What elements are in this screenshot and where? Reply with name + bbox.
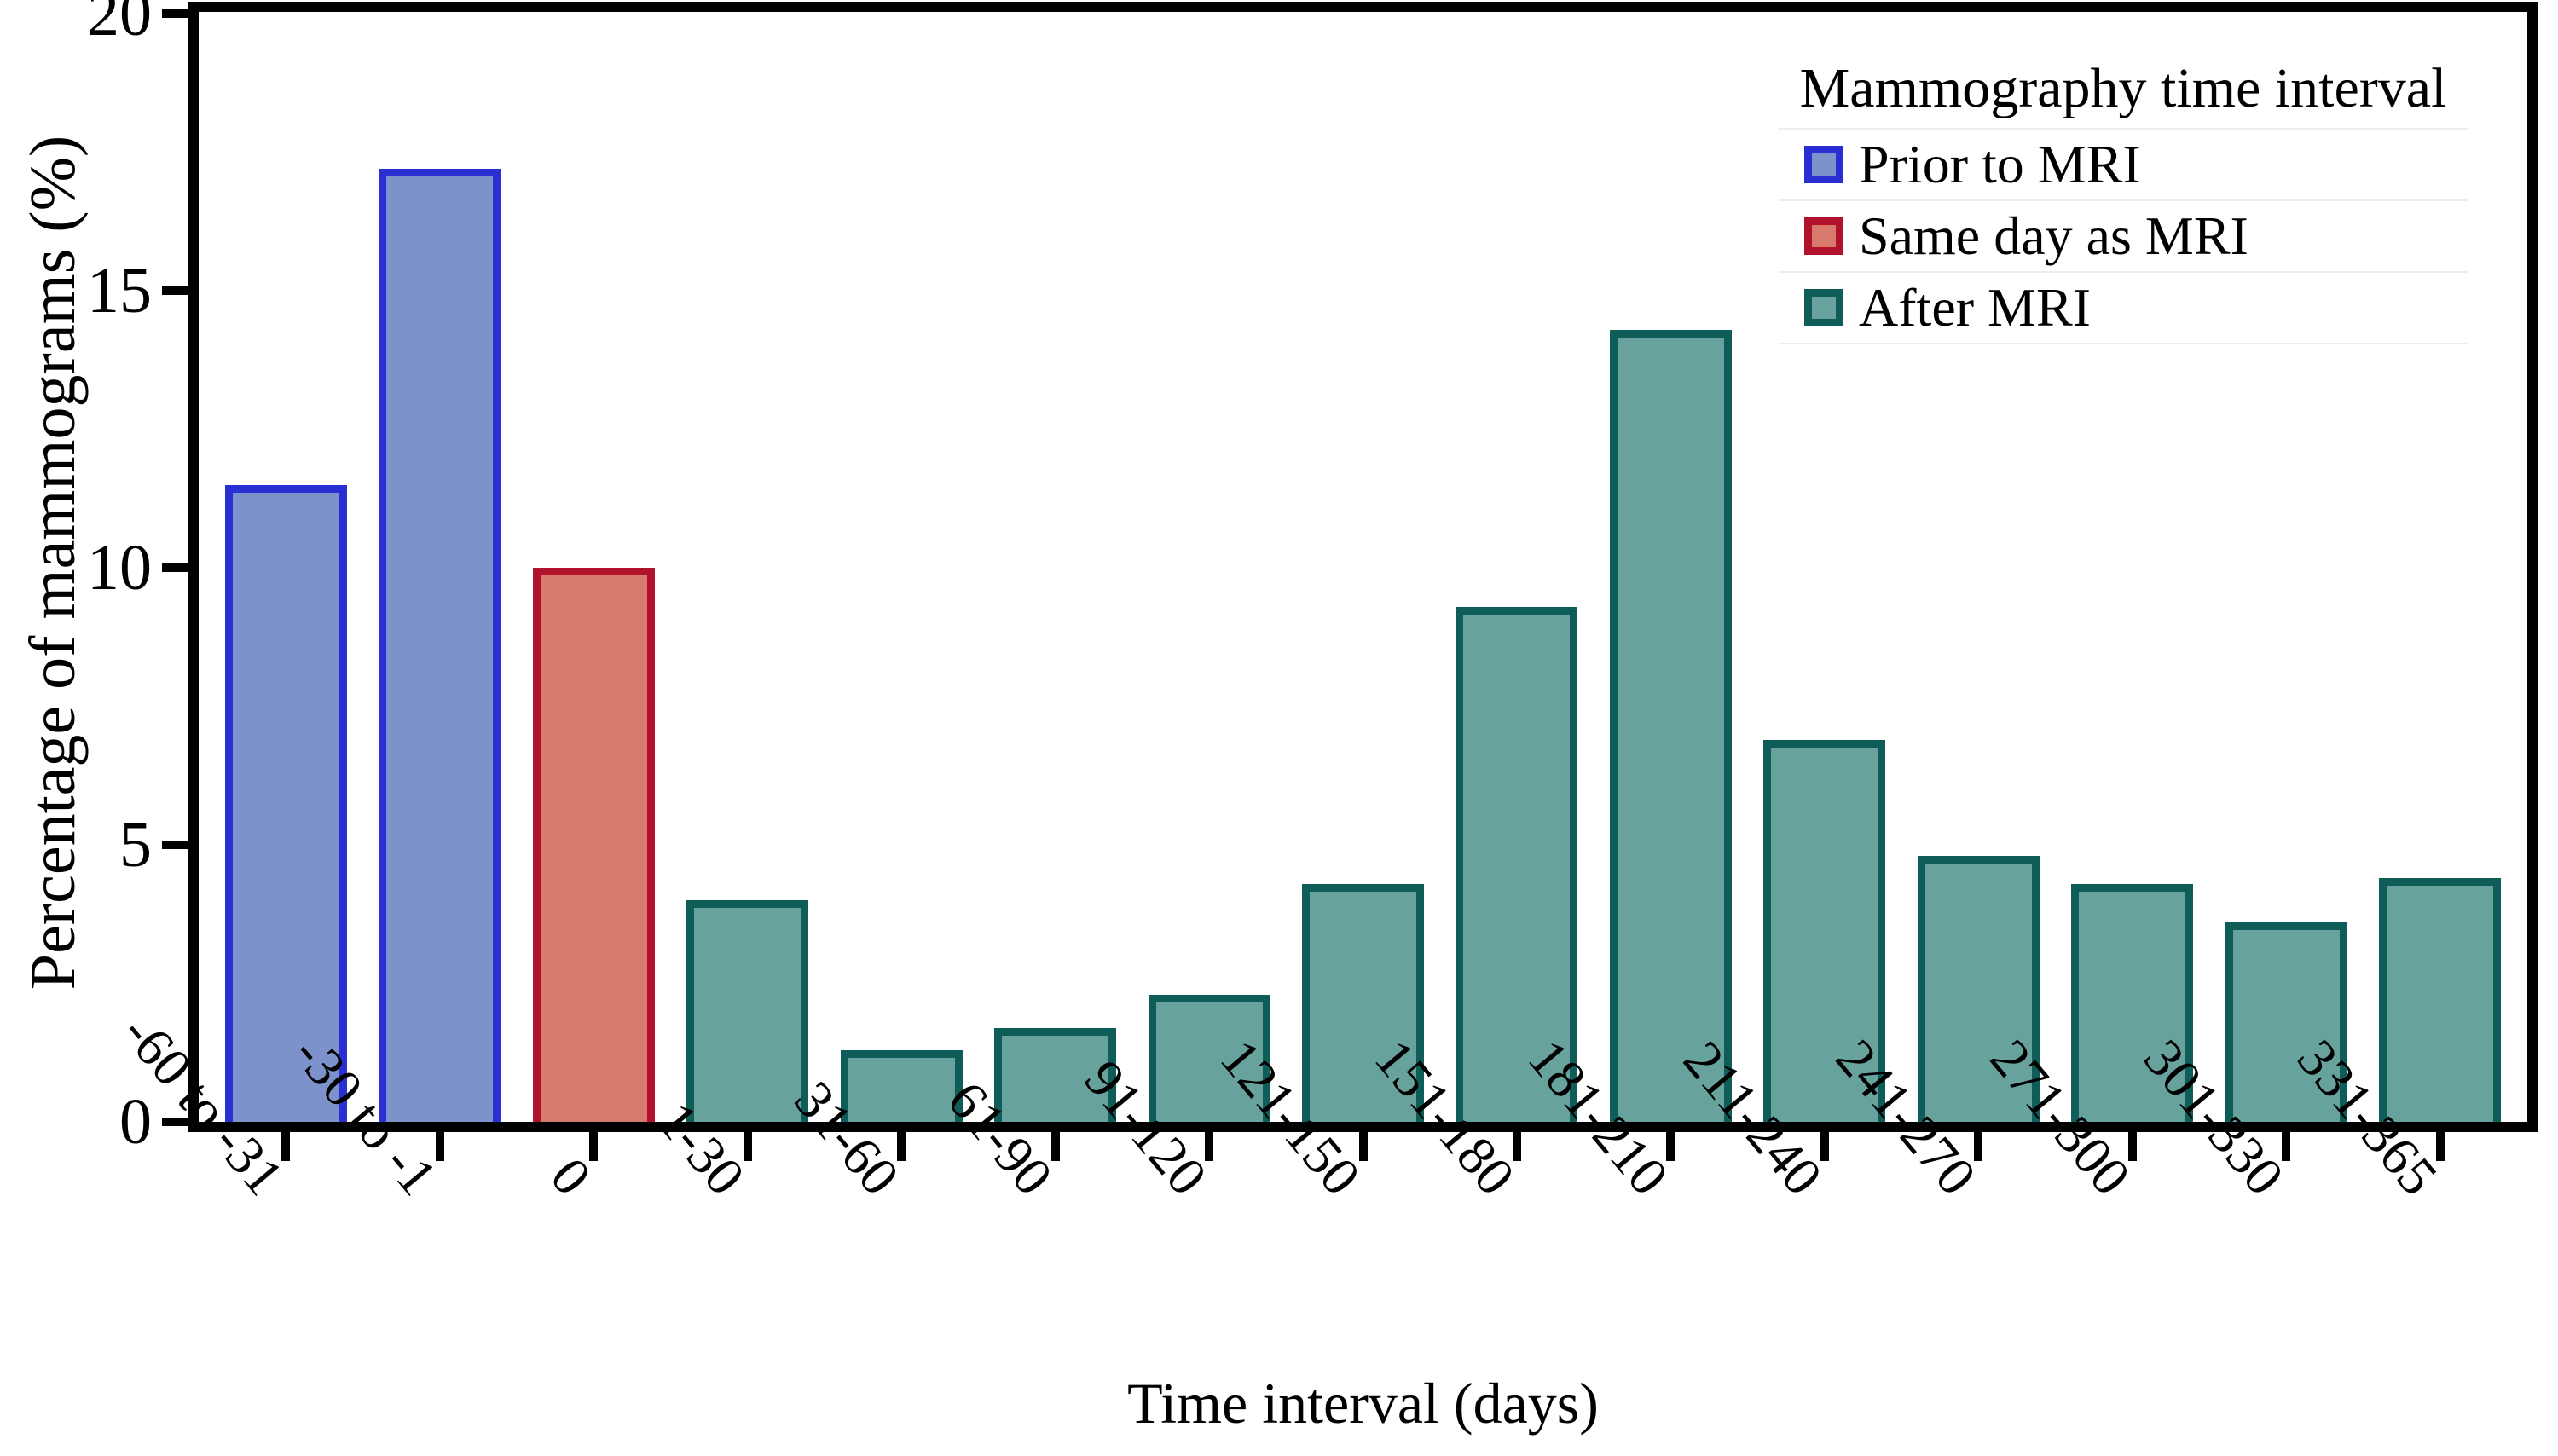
y-tick-mark-5 (162, 841, 194, 849)
legend-rows: Prior to MRI Same day as MRI After MRI (1774, 130, 2473, 344)
bar-slot (1440, 12, 1594, 1122)
bar-slot (1901, 12, 2055, 1122)
x-tick-mark-331-365 (2435, 1132, 2445, 1161)
legend-entry-after: After MRI (1774, 273, 2473, 343)
y-tick-label-10: 10 (87, 532, 152, 604)
legend: Mammography time interval Prior to MRI Sa… (1774, 49, 2473, 344)
bar-0 (532, 568, 655, 1122)
x-axis-title: Time interval (days) (1127, 1371, 1599, 1436)
bar-slot (978, 12, 1131, 1122)
bar-271-300 (2071, 883, 2194, 1122)
bar-slot (1748, 12, 1901, 1122)
bar-slot (2364, 12, 2517, 1122)
bar-241-270 (1917, 856, 2040, 1122)
x-tick-mark-0 (589, 1132, 599, 1161)
bar-slot (209, 12, 362, 1122)
y-tick-mark-15 (162, 286, 194, 295)
x-tick-mark-1-30 (743, 1132, 752, 1161)
bar-91-120 (1148, 994, 1270, 1122)
x-tick-mark-241-270 (1974, 1132, 1983, 1161)
bar-slot (2209, 12, 2363, 1122)
y-tick-mark-0 (162, 1118, 194, 1126)
x-tick-mark-211-240 (1820, 1132, 1829, 1161)
legend-entry-prior: Prior to MRI (1774, 130, 2473, 199)
legend-label-after: After MRI (1859, 277, 2091, 338)
bar-slot (1286, 12, 1439, 1122)
legend-swatch-after (1804, 289, 1843, 326)
y-tick-label-20: 20 (87, 0, 152, 49)
x-tick-mark-301-330 (2282, 1132, 2291, 1161)
bar-331-365 (2379, 878, 2502, 1122)
bar-slot (1594, 12, 1747, 1122)
legend-separator (1779, 128, 2468, 130)
bars-area (199, 12, 2527, 1122)
bar-slot (362, 12, 516, 1122)
bar-301-330 (2225, 922, 2347, 1122)
y-tick-mark-20 (162, 9, 194, 18)
bar-1-30 (686, 900, 809, 1122)
y-tick-label-0: 0 (119, 1086, 152, 1158)
y-tick-mark-10 (162, 563, 194, 572)
x-tick-mark-31-60 (897, 1132, 906, 1161)
bar-211-240 (1763, 739, 1886, 1122)
x-tick-mark-151-180 (1512, 1132, 1521, 1161)
x-tick-mark-121-150 (1358, 1132, 1368, 1161)
bar--30 to -1 (379, 169, 501, 1122)
bar-151-180 (1456, 606, 1578, 1122)
legend-separator (1779, 199, 2468, 201)
y-axis-title: Percentage of mammograms (%) (17, 135, 89, 991)
bar-121-150 (1302, 883, 1425, 1122)
legend-separator (1779, 343, 2468, 344)
legend-title: Mammography time interval (1799, 57, 2447, 119)
x-tick-mark--30 to -1 (435, 1132, 444, 1161)
legend-label-same_day: Same day as MRI (1859, 205, 2248, 266)
bar-61-90 (994, 1027, 1117, 1122)
bar-slot (670, 12, 824, 1122)
legend-swatch-prior (1804, 146, 1843, 183)
x-tick-label-text: 0 (539, 1146, 604, 1207)
bar--60 to -31 (224, 484, 347, 1122)
bar-slot (825, 12, 978, 1122)
x-tick-mark-181-210 (1666, 1132, 1675, 1161)
y-tick-label-5: 5 (119, 809, 152, 881)
x-tick-mark-91-120 (1205, 1132, 1214, 1161)
bar-31-60 (840, 1049, 963, 1122)
legend-separator (1779, 271, 2468, 273)
legend-label-prior: Prior to MRI (1859, 134, 2141, 194)
bar-slot (517, 12, 670, 1122)
y-tick-label-15: 15 (87, 255, 152, 326)
bar-slot (1132, 12, 1286, 1122)
bar-181-210 (1609, 329, 1732, 1122)
x-tick-mark-61-90 (1050, 1132, 1060, 1161)
x-tick-mark-271-300 (2127, 1132, 2137, 1161)
bar-slot (2056, 12, 2209, 1122)
legend-swatch-same_day (1804, 217, 1843, 255)
legend-entry-same_day: Same day as MRI (1774, 201, 2473, 271)
x-tick-mark--60 to -31 (281, 1132, 291, 1161)
